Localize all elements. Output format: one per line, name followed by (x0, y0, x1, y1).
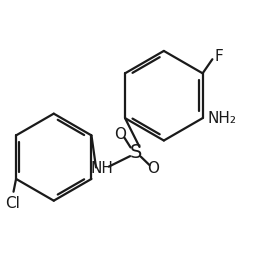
Text: F: F (215, 49, 223, 64)
Text: Cl: Cl (5, 196, 20, 211)
Text: O: O (148, 161, 159, 176)
Text: NH₂: NH₂ (207, 111, 236, 126)
Text: S: S (130, 142, 142, 162)
Text: O: O (114, 127, 126, 142)
Text: NH: NH (91, 161, 114, 176)
